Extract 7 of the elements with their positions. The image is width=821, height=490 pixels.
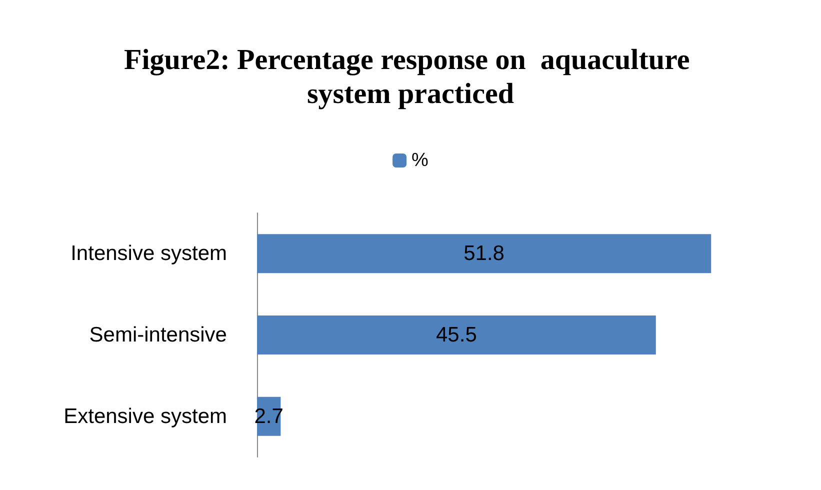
legend-label: % [412, 150, 429, 171]
chart-title: Figure2: Percentage response on aquaculture system practiced [124, 44, 697, 110]
y-tick-label: Extensive system [64, 404, 227, 428]
y-tick-label: Intensive system [70, 242, 227, 266]
data-label: 51.8 [464, 242, 504, 266]
data-label: 45.5 [436, 324, 477, 346]
y-tick-label: Semi-intensive [89, 324, 227, 346]
